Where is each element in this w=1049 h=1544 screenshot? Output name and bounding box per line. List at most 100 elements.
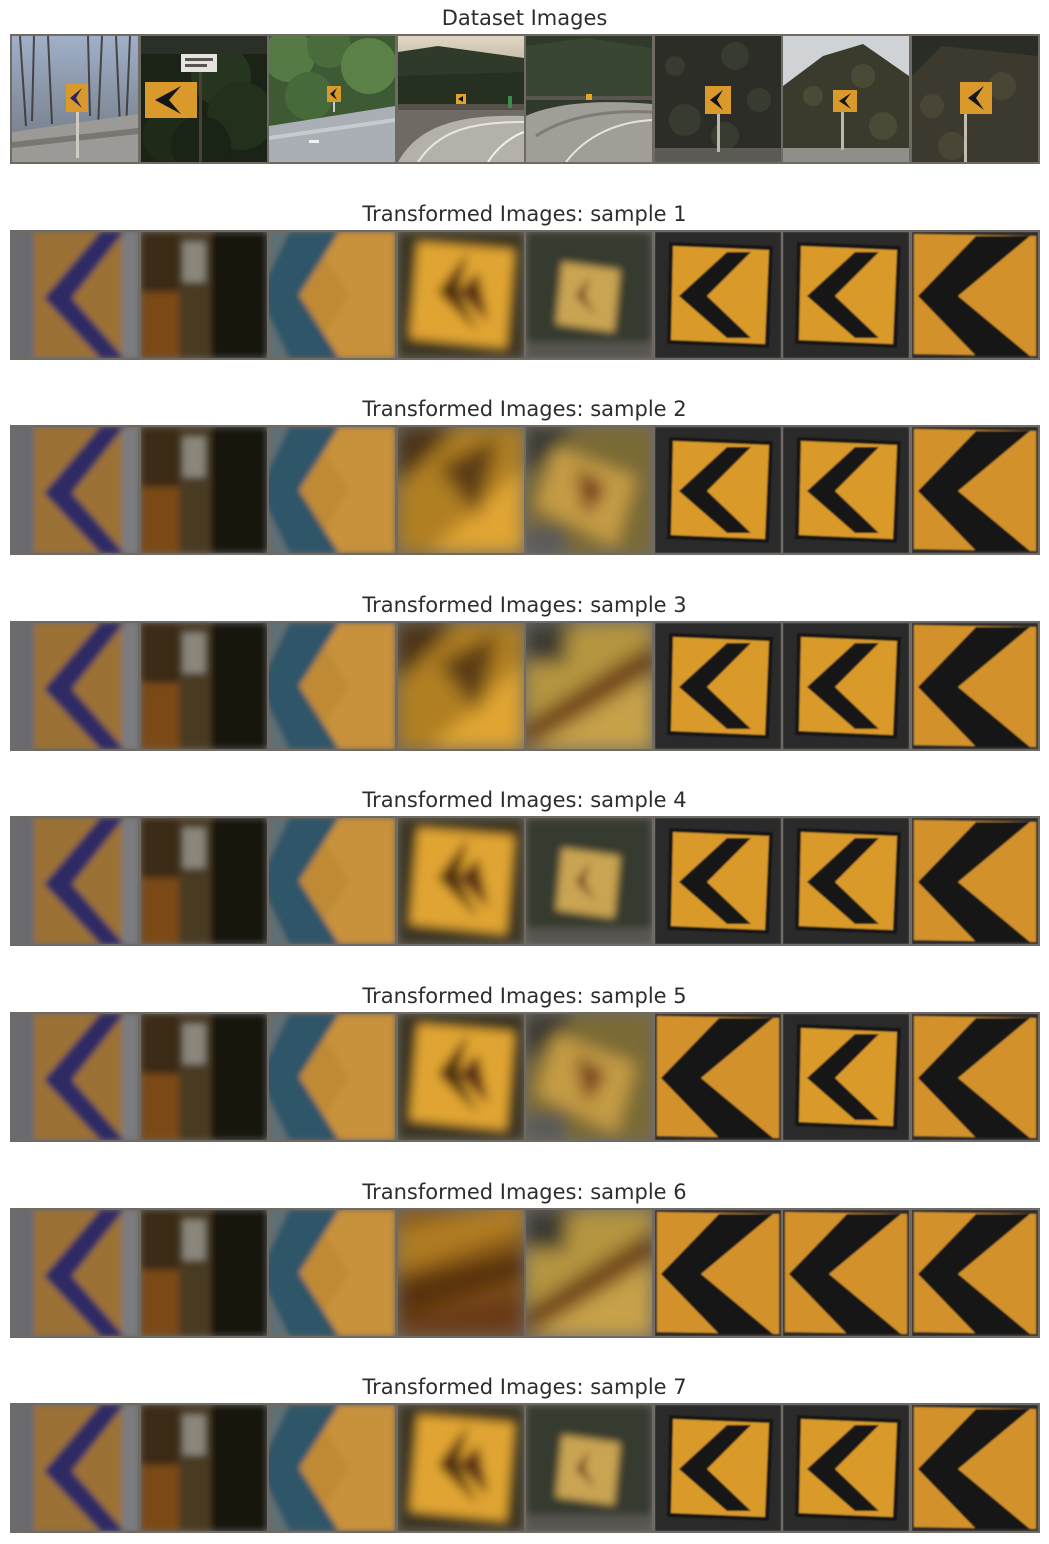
tile-image: [269, 818, 395, 944]
tile-image: [783, 1210, 909, 1336]
image-tile: [912, 623, 1038, 749]
tile-image: [269, 1405, 395, 1531]
transformed-images-row: Transformed Images: sample 7: [0, 1371, 1049, 1533]
image-tile: [526, 427, 652, 553]
image-tile: [526, 1210, 652, 1336]
tile-image: [12, 818, 138, 944]
image-tile: [269, 232, 395, 358]
tile-image: [655, 1210, 781, 1336]
image-tile: [269, 1210, 395, 1336]
tile-image: [141, 1210, 267, 1336]
image-tile: [269, 623, 395, 749]
image-tile: [655, 1405, 781, 1531]
image-tile: [912, 232, 1038, 358]
row-title: Transformed Images: sample 6: [0, 1176, 1049, 1208]
tile-image: [269, 1210, 395, 1336]
image-tile: [269, 427, 395, 553]
tile-image: [12, 1210, 138, 1336]
image-tile: [912, 36, 1038, 162]
image-tile: [398, 232, 524, 358]
tile-image: [141, 1405, 267, 1531]
image-strip: [10, 1208, 1040, 1338]
tile-image: [912, 232, 1038, 358]
tile-image: [783, 1405, 909, 1531]
tile-image: [783, 818, 909, 944]
tile-image: [783, 1014, 909, 1140]
image-strip: [10, 816, 1040, 946]
image-tile: [912, 427, 1038, 553]
tile-image: [526, 1014, 652, 1140]
tile-image: [141, 818, 267, 944]
tile-image: [141, 36, 267, 162]
image-tile: [141, 623, 267, 749]
tile-image: [912, 818, 1038, 944]
tile-image: [655, 818, 781, 944]
image-strip: [10, 1403, 1040, 1533]
tile-image: [269, 232, 395, 358]
image-tile: [12, 36, 138, 162]
image-strip: [10, 1012, 1040, 1142]
tile-image: [269, 1014, 395, 1140]
tile-image: [398, 232, 524, 358]
image-tile: [12, 1210, 138, 1336]
tile-image: [12, 427, 138, 553]
image-tile: [398, 427, 524, 553]
image-tile: [783, 623, 909, 749]
image-tile: [783, 1405, 909, 1531]
tile-image: [398, 36, 524, 162]
tile-image: [526, 427, 652, 553]
image-tile: [912, 1210, 1038, 1336]
image-tile: [526, 818, 652, 944]
tile-image: [912, 36, 1038, 162]
image-tile: [398, 818, 524, 944]
transformed-images-row: Transformed Images: sample 5: [0, 980, 1049, 1142]
image-tile: [398, 1014, 524, 1140]
dataset-images-row: Dataset Images: [0, 2, 1049, 164]
tile-image: [141, 623, 267, 749]
row-title: Transformed Images: sample 7: [0, 1371, 1049, 1403]
image-tile: [655, 232, 781, 358]
tile-image: [655, 232, 781, 358]
row-title: Transformed Images: sample 2: [0, 393, 1049, 425]
image-tile: [12, 427, 138, 553]
tile-image: [783, 36, 909, 162]
image-tile: [526, 36, 652, 162]
image-tile: [783, 427, 909, 553]
transformed-images-row: Transformed Images: sample 3: [0, 589, 1049, 751]
image-tile: [783, 1210, 909, 1336]
row-title: Transformed Images: sample 1: [0, 198, 1049, 230]
tile-image: [655, 623, 781, 749]
image-tile: [526, 623, 652, 749]
image-tile: [141, 1405, 267, 1531]
image-tile: [655, 427, 781, 553]
image-tile: [269, 36, 395, 162]
tile-image: [12, 36, 138, 162]
image-tile: [655, 818, 781, 944]
image-tile: [141, 36, 267, 162]
row-title: Transformed Images: sample 3: [0, 589, 1049, 621]
tile-image: [269, 36, 395, 162]
tile-image: [912, 623, 1038, 749]
tile-image: [12, 232, 138, 358]
image-strip: [10, 425, 1040, 555]
tile-image: [783, 427, 909, 553]
image-tile: [783, 36, 909, 162]
image-tile: [141, 427, 267, 553]
row-title: Transformed Images: sample 4: [0, 784, 1049, 816]
tile-image: [655, 1405, 781, 1531]
tile-image: [12, 1014, 138, 1140]
image-tile: [12, 818, 138, 944]
image-tile: [526, 232, 652, 358]
image-tile: [912, 1014, 1038, 1140]
tile-image: [398, 427, 524, 553]
tile-image: [526, 36, 652, 162]
tile-image: [398, 1014, 524, 1140]
image-strip: [10, 34, 1040, 164]
tile-image: [269, 427, 395, 553]
image-tile: [269, 1405, 395, 1531]
image-tile: [269, 818, 395, 944]
tile-image: [141, 427, 267, 553]
tile-image: [398, 818, 524, 944]
image-tile: [912, 818, 1038, 944]
image-tile: [12, 1014, 138, 1140]
